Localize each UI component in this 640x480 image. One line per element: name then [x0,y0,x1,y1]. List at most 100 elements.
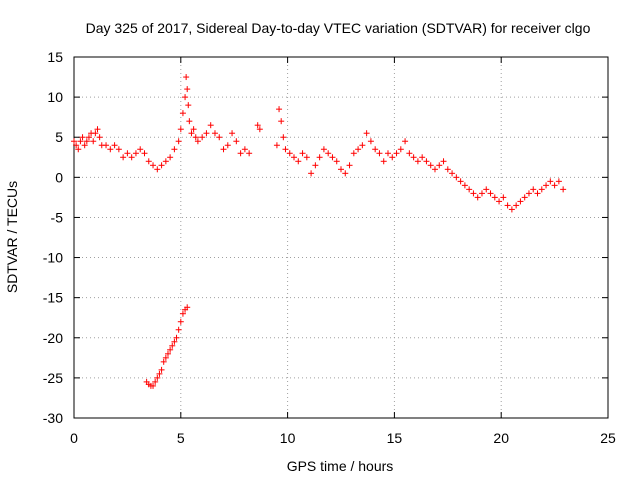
data-point [132,150,139,157]
data-point [534,190,541,197]
data-point [83,138,90,145]
data-point [241,146,248,153]
data-point [207,122,214,129]
data-point [350,150,357,157]
x-tick-label: 15 [387,430,403,446]
data-point [177,126,184,133]
data-point [81,142,88,149]
data-point [233,138,240,145]
data-point [183,74,190,81]
data-point [237,150,244,157]
data-point [282,146,289,153]
data-point [419,154,426,161]
data-point [273,142,280,149]
data-point [90,138,97,145]
data-point [162,354,169,361]
data-point [171,146,178,153]
data-point [190,126,197,133]
y-axis-label: SDTVAR / TECUs [4,181,20,293]
data-point [111,142,118,149]
data-point [229,130,236,137]
data-point [423,158,430,165]
data-point [128,154,135,161]
data-point [154,166,161,173]
data-point [103,142,110,149]
data-point [346,162,353,169]
data-point [203,130,210,137]
data-point [224,142,231,149]
x-tick-label: 5 [177,430,185,446]
data-point [169,342,176,349]
data-point [115,146,122,153]
data-point [543,182,550,189]
data-point [555,178,562,185]
data-point [384,150,391,157]
data-point [175,326,182,333]
data-point [192,134,199,141]
x-tick-label: 20 [493,430,509,446]
data-point [216,134,223,141]
data-point [397,146,404,153]
y-tick-label: -5 [51,209,64,225]
data-point [363,130,370,137]
data-point [79,134,86,141]
data-point [141,150,148,157]
data-point [184,86,191,93]
data-point [158,366,165,373]
x-axis-label: GPS time / hours [287,458,394,474]
data-point [246,150,253,157]
data-point [325,150,332,157]
y-tick-label: -10 [43,250,63,266]
data-point [329,154,336,161]
data-point [96,134,103,141]
y-tick-label: 0 [55,169,63,185]
data-point [177,318,184,325]
data-point [338,166,344,173]
data-point [71,138,77,145]
data-point [372,146,379,153]
data-point [333,158,340,165]
data-point [256,126,263,133]
data-point [75,146,82,153]
plot-frame [73,56,609,419]
data-point [504,202,511,209]
data-point [120,154,127,161]
data-point [367,138,374,145]
data-point [276,106,283,113]
data-point [461,182,468,189]
data-point [538,186,545,193]
y-tick-label: -30 [43,410,63,426]
data-point [220,146,227,153]
data-point [154,374,161,381]
data-point [199,134,206,141]
data-point [410,154,417,161]
data-point [162,158,169,165]
data-point [414,158,421,165]
y-tick-label: 10 [47,89,63,105]
data-point [150,382,157,389]
data-point [359,142,366,149]
x-tick-label: 25 [600,430,616,446]
data-point [308,170,315,177]
data-point [517,198,524,205]
data-point [92,130,99,137]
data-point [107,146,114,153]
data-point [560,186,567,193]
data-point [77,138,84,145]
data-point [94,126,101,133]
data-point [470,190,477,197]
data-point [160,358,167,365]
data-point [286,150,293,157]
data-point [171,338,178,345]
data-point [513,202,520,209]
data-point [278,118,285,125]
data-point [299,150,306,157]
data-point [551,182,558,189]
y-tick-label: -15 [43,290,63,306]
data-point [73,142,80,149]
data-point [393,150,400,157]
data-point [402,138,409,145]
data-point [188,130,195,137]
data-point [182,94,189,101]
